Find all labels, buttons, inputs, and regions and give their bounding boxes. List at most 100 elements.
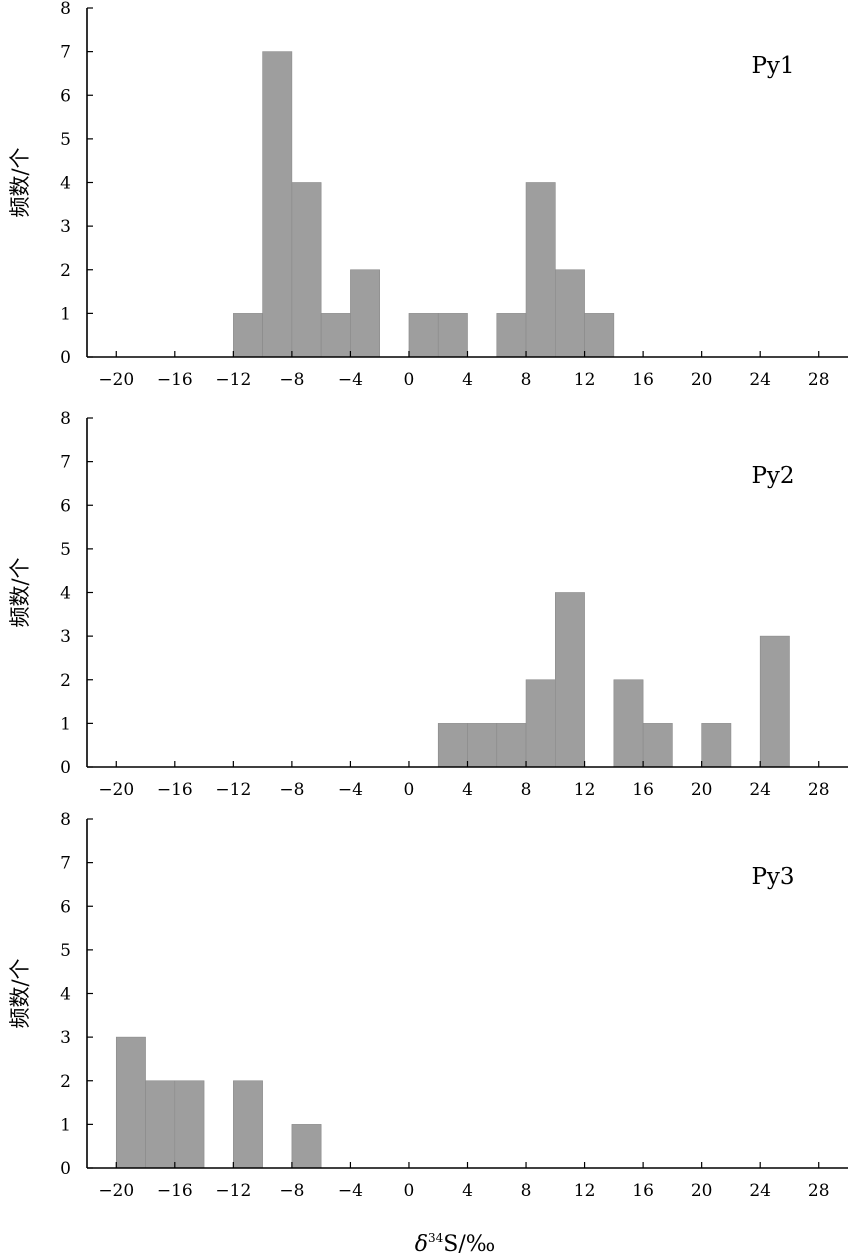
- x-tick-label: −16: [157, 780, 193, 800]
- y-tick-label: 4: [60, 174, 71, 194]
- bar-1-4: [320, 313, 351, 358]
- x-tick-label: 20: [691, 780, 713, 800]
- bar-1-2: [262, 51, 293, 358]
- bar-2-6: [613, 679, 644, 768]
- y-tick-label: 5: [60, 941, 71, 961]
- x-tick-label: 8: [521, 370, 532, 390]
- x-tick-label: −12: [215, 370, 251, 390]
- y-tick-label: 4: [60, 985, 71, 1005]
- y-tick-label: 2: [60, 1072, 71, 1092]
- y-tick-label: 1: [60, 304, 71, 324]
- y-tick-label: 5: [60, 540, 71, 560]
- y-tick-label: 8: [60, 409, 71, 429]
- bar-1-6: [408, 313, 439, 358]
- x-tick-label: 0: [404, 780, 415, 800]
- bar-1-11: [584, 313, 615, 358]
- y-tick-label: 0: [60, 348, 71, 368]
- x-tick-label: 20: [691, 370, 713, 390]
- x-axis-label-superscript: 34: [428, 1231, 444, 1245]
- y-tick-label: 8: [60, 0, 71, 19]
- bar-2-8: [701, 723, 732, 768]
- x-tick-label: 16: [632, 370, 654, 390]
- y-tick-label: 6: [60, 86, 71, 106]
- y-tick-label: 7: [60, 854, 71, 874]
- x-tick-label: 12: [574, 1181, 596, 1201]
- y-tick-label: 3: [60, 627, 71, 647]
- x-tick-label: −20: [98, 780, 134, 800]
- y-axis-label: 频数/个: [8, 958, 32, 1028]
- y-axis-label: 频数/个: [8, 147, 32, 217]
- x-tick-label: −20: [98, 1181, 134, 1201]
- x-tick-label: 8: [521, 780, 532, 800]
- x-axis-label-prefix: δ: [415, 1232, 428, 1257]
- bar-1-3: [291, 182, 322, 358]
- bar-2-5: [555, 592, 585, 768]
- bar-3-5: [291, 1124, 322, 1169]
- x-tick-label: −12: [215, 1181, 251, 1201]
- x-tick-label: −12: [215, 780, 251, 800]
- y-tick-label: 5: [60, 130, 71, 150]
- bar-1-8: [496, 313, 527, 358]
- x-tick-label: −4: [338, 780, 363, 800]
- x-tick-label: −8: [279, 780, 304, 800]
- x-tick-label: 20: [691, 1181, 713, 1201]
- panel-label: Py2: [751, 463, 794, 489]
- y-tick-label: 7: [60, 453, 71, 473]
- y-tick-label: 0: [60, 758, 71, 778]
- x-axis-label: δ34S/‰: [415, 1231, 496, 1257]
- y-tick-label: 2: [60, 671, 71, 691]
- y-tick-label: 1: [60, 714, 71, 734]
- y-tick-label: 4: [60, 584, 71, 604]
- x-tick-label: 0: [404, 370, 415, 390]
- panel-label: Py1: [751, 53, 794, 79]
- bar-2-9: [759, 635, 790, 768]
- bar-1-1: [233, 313, 263, 358]
- bar-3-2: [145, 1080, 176, 1169]
- x-tick-label: 8: [521, 1181, 532, 1201]
- y-tick-label: 8: [60, 810, 71, 830]
- x-tick-label: −4: [338, 370, 363, 390]
- bar-3-3: [174, 1080, 205, 1169]
- x-tick-label: 16: [632, 780, 654, 800]
- x-tick-label: 0: [404, 1181, 415, 1201]
- bar-2-2: [467, 723, 498, 768]
- y-tick-label: 6: [60, 496, 71, 516]
- y-tick-label: 1: [60, 1115, 71, 1135]
- x-tick-label: 4: [462, 1181, 473, 1201]
- y-tick-label: 2: [60, 261, 71, 281]
- x-tick-label: −8: [279, 1181, 304, 1201]
- bar-1-10: [555, 269, 585, 358]
- x-tick-label: −16: [157, 370, 193, 390]
- x-tick-label: 12: [574, 780, 596, 800]
- y-tick-label: 0: [60, 1159, 71, 1179]
- y-tick-label: 3: [60, 1028, 71, 1048]
- x-tick-label: 28: [808, 370, 830, 390]
- bar-2-4: [525, 679, 556, 768]
- bar-3-1: [115, 1036, 146, 1169]
- bar-1-5: [350, 269, 380, 358]
- y-tick-label: 3: [60, 217, 71, 237]
- x-tick-label: 28: [808, 1181, 830, 1201]
- y-tick-label: 6: [60, 897, 71, 917]
- y-axis-label: 频数/个: [8, 557, 32, 627]
- y-tick-label: 7: [60, 43, 71, 63]
- x-axis-label-suffix: S/‰: [443, 1232, 495, 1257]
- x-tick-label: 4: [462, 780, 473, 800]
- x-tick-label: −4: [338, 1181, 363, 1201]
- bar-3-4: [233, 1080, 263, 1169]
- x-tick-label: 24: [749, 1181, 771, 1201]
- x-tick-label: 4: [462, 370, 473, 390]
- bar-1-7: [437, 313, 468, 358]
- x-tick-label: 24: [749, 780, 771, 800]
- bar-2-7: [642, 723, 673, 768]
- x-tick-label: 12: [574, 370, 596, 390]
- x-tick-label: −16: [157, 1181, 193, 1201]
- x-tick-label: −8: [279, 370, 304, 390]
- bar-1-9: [525, 182, 556, 358]
- bar-2-1: [437, 723, 468, 768]
